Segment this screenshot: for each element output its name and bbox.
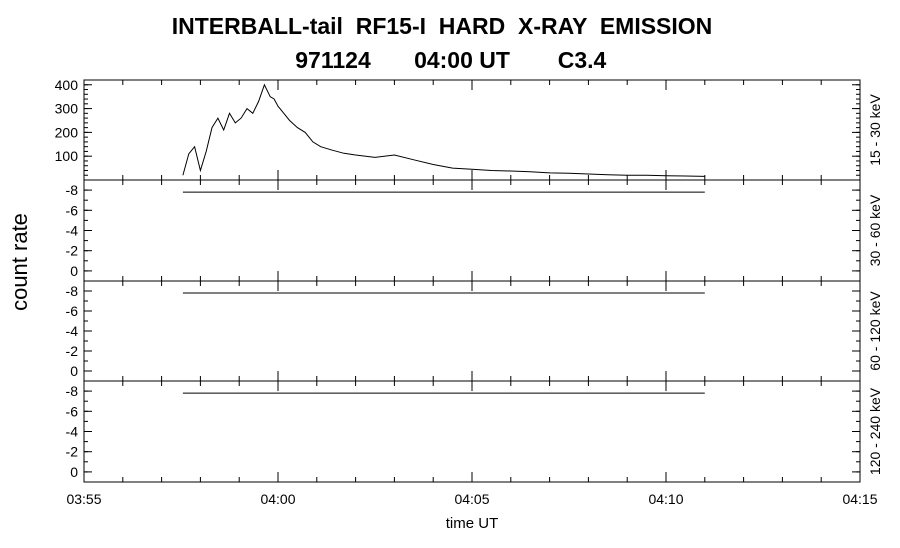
- chart-title-date: 971124: [295, 47, 371, 73]
- chart-title-time: 04:00 UT: [414, 47, 510, 73]
- energy-band-label: 120 - 240 keV: [867, 387, 883, 475]
- energy-band-label: 15 - 30 keV: [867, 94, 883, 166]
- y-tick-label: -4: [66, 223, 79, 239]
- x-tick-label: 04:00: [260, 491, 295, 507]
- y-tick-label: -6: [66, 303, 79, 319]
- y-tick-label: -6: [66, 202, 79, 218]
- x-tick-label: 04:10: [648, 491, 683, 507]
- energy-band-label: 30 - 60 keV: [867, 194, 883, 266]
- y-axis-label: count rate: [7, 213, 32, 311]
- y-tick-label: -2: [66, 444, 79, 460]
- panel-frame: [83, 179, 861, 282]
- y-tick-label: 100: [55, 148, 79, 164]
- x-axis-label: time UT: [446, 515, 499, 532]
- y-tick-label: 300: [55, 101, 79, 117]
- y-tick-label: 0: [70, 464, 78, 480]
- y-tick-label: -4: [66, 424, 79, 440]
- x-tick-label: 03:55: [66, 491, 101, 507]
- chart-title-line1: INTERBALL-tail RF15-I HARD X-RAY EMISSIO…: [172, 13, 713, 39]
- y-tick-label: 0: [70, 363, 78, 379]
- count-rate-series-line: [182, 83, 705, 177]
- y-tick-label: -6: [66, 403, 79, 419]
- energy-band-label: 60 - 120 keV: [867, 291, 883, 371]
- y-tick-label: -8: [66, 283, 79, 299]
- y-tick-label: 0: [70, 263, 78, 279]
- y-tick-label: 400: [55, 77, 79, 93]
- y-tick-label: 200: [55, 124, 79, 140]
- panel-frame: [83, 280, 861, 382]
- y-tick-label: -4: [66, 323, 79, 339]
- chart-title-class: C3.4: [558, 47, 607, 73]
- x-tick-label: 04:05: [454, 491, 489, 507]
- panel-frame: [83, 79, 861, 181]
- y-tick-label: -8: [66, 383, 79, 399]
- y-tick-label: -8: [66, 182, 79, 198]
- x-tick-label: 04:15: [842, 491, 877, 507]
- y-tick-label: -2: [66, 243, 79, 259]
- panel-frame: [83, 380, 861, 483]
- y-tick-label: -2: [66, 343, 79, 359]
